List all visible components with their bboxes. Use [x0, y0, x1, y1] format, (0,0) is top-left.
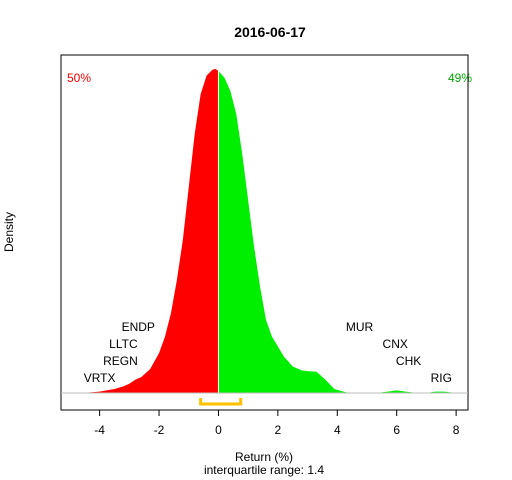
annotation-label: CNX [383, 337, 408, 351]
annotation-label: VRTX [84, 371, 116, 385]
x-tick-label: -4 [94, 423, 105, 437]
right-percent-label: 49% [448, 71, 472, 85]
annotations: VRTX REGN LLTC ENDP MUR CNX CHK RIG [84, 320, 452, 385]
density-right-area [218, 71, 457, 393]
annotation-label: MUR [346, 320, 374, 334]
x-tick-label: 8 [453, 423, 460, 437]
chart-title: 2016-06-17 [234, 24, 306, 40]
x-axis: -4 -2 0 2 4 6 8 [94, 409, 460, 437]
x-tick-label: 0 [215, 423, 222, 437]
x-tick-label: 4 [334, 423, 341, 437]
annotation-label: CHK [396, 354, 421, 368]
density-left-area [81, 69, 219, 394]
y-axis-label: Density [2, 212, 16, 252]
x-tick-label: -2 [154, 423, 165, 437]
x-tick-label: 2 [275, 423, 282, 437]
annotation-label: REGN [103, 354, 138, 368]
annotation-label: RIG [431, 371, 452, 385]
left-percent-label: 50% [67, 71, 91, 85]
x-tick-label: 6 [393, 423, 400, 437]
iqr-bracket [199, 398, 243, 406]
x-axis-subtitle: interquartile range: 1.4 [204, 463, 324, 477]
annotation-label: LLTC [109, 337, 138, 351]
x-axis-label: Return (%) [235, 450, 293, 464]
annotation-label: ENDP [122, 320, 155, 334]
